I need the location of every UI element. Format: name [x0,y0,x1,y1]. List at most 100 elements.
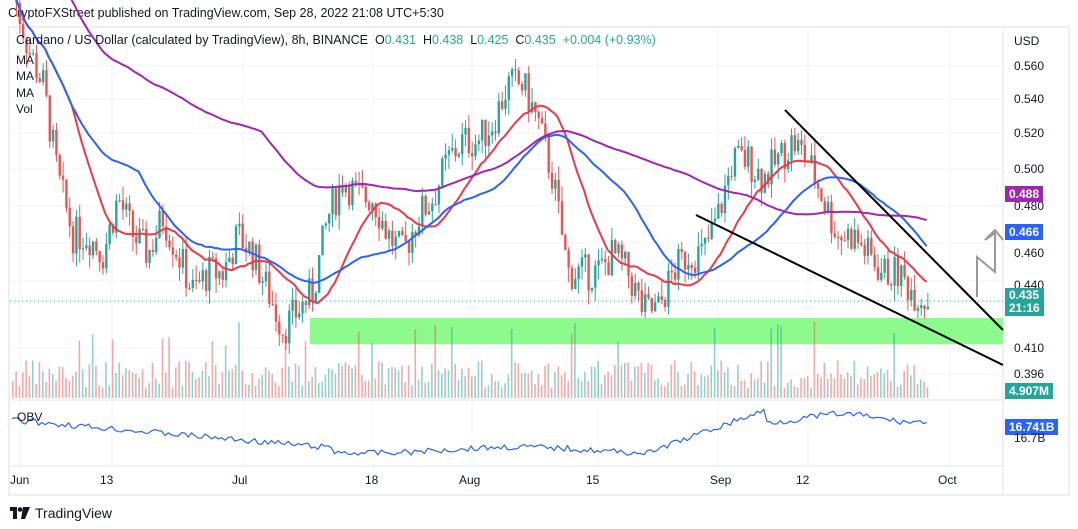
time-tick: Jun [10,473,30,487]
candle-body [231,257,234,265]
close-value: 0.435 [524,33,556,47]
candle-body [680,249,683,252]
volume-bar [95,365,97,398]
candle-body [314,292,318,303]
candle-body [434,203,437,205]
price-tick: 0.500 [1014,162,1045,176]
candle-body [843,240,846,242]
candle-body [750,146,753,182]
volume-bar [377,361,380,398]
volume-bar [145,387,147,398]
volume-bar [823,362,826,398]
candle-body [444,154,447,159]
candle-body [68,207,71,227]
volume-bar [873,374,876,398]
volume-bar [184,360,187,398]
candle-body [131,210,135,237]
volume-bar [710,365,713,398]
candle-body [461,134,464,155]
candle-body [371,203,374,211]
volume-bar [251,373,254,398]
volume-bar [45,381,47,398]
candle-body [840,237,843,241]
candle-body [703,237,707,244]
volume-bar [327,368,330,398]
obv-label[interactable]: OBV [17,410,43,424]
candle-body [584,254,587,258]
obv-line [11,408,927,457]
volume-bar [796,387,799,398]
volume-bar [627,362,629,398]
candle-body [484,119,487,146]
candle-body [833,233,836,237]
candle-body [411,231,414,253]
volume-bar [204,362,207,398]
candle-body [234,226,238,265]
candle-body [274,304,278,322]
volume-bar [278,386,280,398]
candle-body [620,244,624,259]
indicator-volume[interactable]: Vol [16,102,33,116]
indicator-ma-1[interactable]: MA [16,53,34,67]
candle-body [414,231,417,236]
candle-body [740,145,743,150]
candle-body [174,254,178,258]
price-tick: 0.396 [1014,367,1045,381]
indicator-ma-2[interactable]: MA [16,69,34,83]
indicator-ma-3[interactable]: MA [16,86,34,100]
candle-body [903,265,906,278]
volume-bar [577,377,580,398]
candle-body [816,183,820,189]
volume-bar [454,363,456,398]
volume-bar [760,360,762,398]
volume-bar [527,373,530,398]
volume-bar [261,375,264,398]
volume-bar [810,387,812,398]
candle-body [640,290,644,312]
volume-bar [926,387,929,398]
candle-body [331,188,334,214]
volume-bar [28,376,31,398]
candle-body [81,248,85,250]
candle-body [351,180,354,206]
candle-body [204,270,208,291]
volume-bar [554,371,556,398]
volume-bar [78,340,81,398]
candle-body [773,149,777,165]
candle-body [507,76,510,100]
obv-tag: 16.741B [1005,419,1059,435]
candle-body [590,287,594,291]
volume-bar [836,360,839,398]
candle-body [624,251,627,259]
candle-body [118,200,121,202]
candle-body [880,272,883,280]
candle-body [490,131,494,136]
volume-bar [757,378,759,398]
candle-body [570,267,574,289]
candle-body [158,210,161,238]
volume-bar [640,362,643,398]
volume-bar [128,370,131,398]
candle-body [454,148,457,157]
candle-body [753,179,757,182]
tradingview-footer[interactable]: TradingView [10,505,112,521]
volume-bar [387,368,390,398]
candle-body [757,168,760,180]
volume-bar [537,374,540,398]
volume-bar [564,371,566,398]
volume-bar [820,377,822,398]
volume-bar [653,380,656,398]
candle-body [913,289,916,311]
candle-body [417,226,421,236]
candle-body [574,278,577,289]
candle-body [151,249,155,253]
volume-bar [228,370,230,398]
volume-bar [371,343,373,398]
wedge-upper-trendline [784,109,1004,331]
candle-body [168,240,171,248]
candle-body [860,242,863,245]
candle-body [853,229,856,249]
candle-body [813,155,816,184]
time-tick: 15 [586,473,600,487]
